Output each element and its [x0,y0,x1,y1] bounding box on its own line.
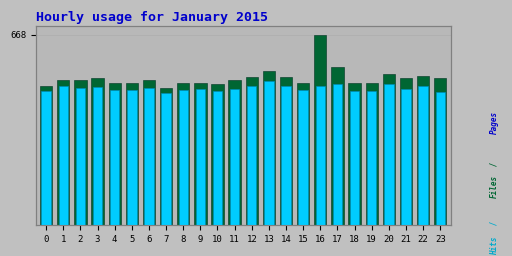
Bar [298,90,308,225]
Text: Hourly usage for January 2015: Hourly usage for January 2015 [36,12,268,24]
Bar [143,80,155,225]
Text: /: / [489,216,499,230]
Bar [280,77,292,225]
Bar [349,83,361,225]
Bar [109,83,121,225]
Bar [350,91,359,225]
Bar [366,83,378,225]
Text: Files: Files [489,175,499,198]
Bar [297,83,309,225]
Bar [417,76,429,225]
Bar [144,88,154,225]
Bar [76,88,85,225]
Bar [196,89,205,225]
Bar [434,78,446,225]
Bar [40,86,52,225]
Text: Pages: Pages [489,111,499,134]
Bar [247,86,257,225]
Bar [93,87,102,225]
Bar [125,83,138,225]
Bar [382,74,395,225]
Bar [160,88,172,225]
Bar [333,84,342,225]
Bar [401,90,411,225]
Bar [194,83,206,225]
Bar [436,92,445,225]
Bar [331,67,344,225]
Bar [127,90,137,225]
Bar [213,91,222,225]
Text: Hits: Hits [489,237,499,255]
Bar [246,77,258,225]
Bar [41,91,51,225]
Bar [228,80,241,225]
Bar [264,81,273,225]
Bar [230,89,239,225]
Bar [418,86,428,225]
Bar [91,78,104,225]
Bar [384,84,394,225]
Bar [161,93,171,225]
Bar [211,84,224,225]
Bar [367,91,376,225]
Bar [179,90,188,225]
Bar [58,86,68,225]
Bar [314,35,327,225]
Bar [57,80,70,225]
Bar [74,80,87,225]
Bar [177,83,189,225]
Text: /: / [489,157,499,171]
Bar [110,90,119,225]
Bar [263,71,275,225]
Bar [281,86,291,225]
Bar [400,78,412,225]
Bar [315,86,325,225]
